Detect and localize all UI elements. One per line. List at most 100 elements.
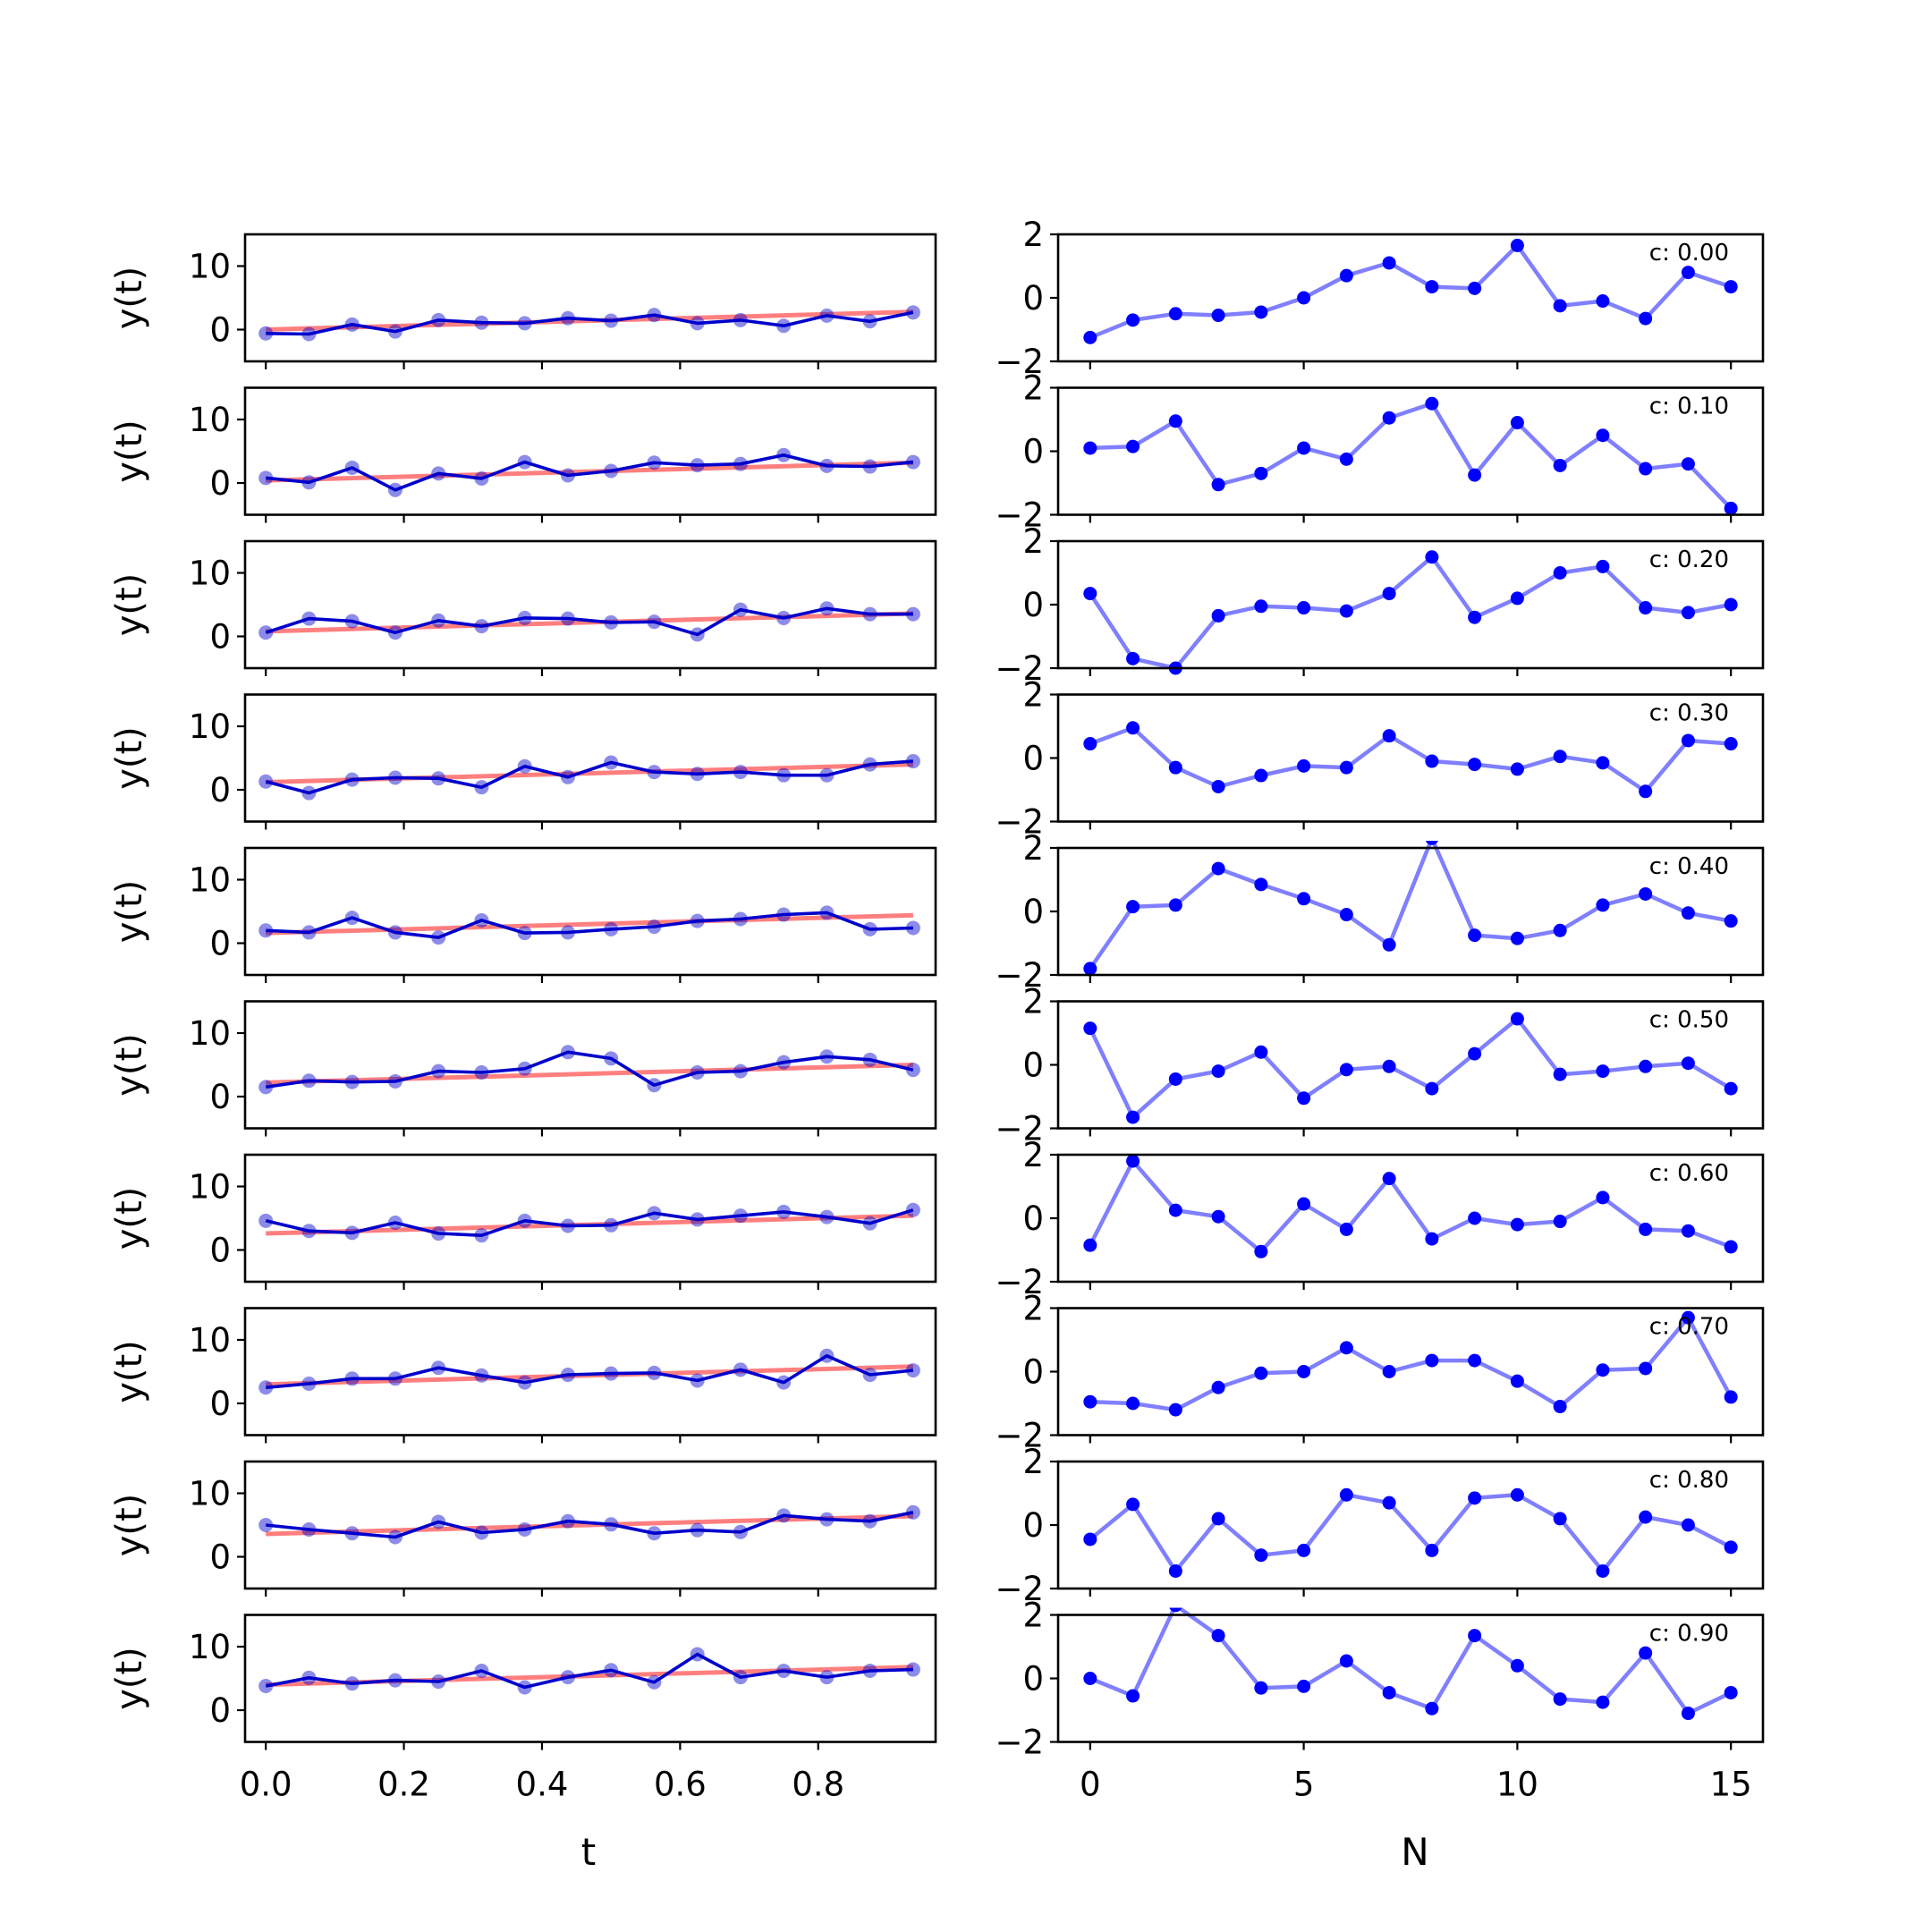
y-tick-label: 10: [189, 1014, 231, 1053]
noise-marker: [1083, 1238, 1097, 1252]
plot-background: [245, 387, 936, 515]
noise-marker: [1339, 1063, 1353, 1077]
right-subplot-4: −2 0 2 c: 0.40: [995, 829, 1765, 995]
y-tick-label: 0: [1022, 893, 1044, 931]
y-axis-label: y(t): [109, 726, 150, 790]
noise-marker: [1553, 458, 1567, 472]
noise-marker: [1339, 1341, 1353, 1355]
noise-marker: [1126, 651, 1140, 665]
noise-marker: [1425, 396, 1439, 411]
y-tick-label: 0: [209, 925, 231, 963]
noise-marker: [1425, 1081, 1439, 1096]
y-tick-label: 0: [1022, 1046, 1044, 1085]
noise-marker: [1724, 597, 1738, 612]
noise-marker: [1510, 591, 1524, 606]
noise-marker: [1211, 608, 1225, 623]
y-tick-label: 0: [1022, 1506, 1044, 1545]
y-axis-label: y(t): [109, 1647, 150, 1710]
y-tick-label: 0: [1022, 1199, 1044, 1238]
noise-marker: [1510, 1487, 1524, 1502]
observed-line: [266, 310, 914, 336]
noise-marker: [1382, 1172, 1396, 1186]
plot-background: [245, 541, 936, 668]
observed-marker: [905, 454, 920, 470]
left-subplot-1: 0 10 y(t): [109, 386, 937, 523]
noise-marker: [1425, 280, 1439, 294]
right-subplot-3: −2 0 2 c: 0.30: [995, 676, 1765, 842]
y-tick-label: −2: [995, 1110, 1044, 1148]
observed-marker: [258, 923, 274, 938]
y-tick-label: 2: [1022, 522, 1044, 561]
y-axis-label: y(t): [109, 1187, 150, 1250]
y-tick-label: 10: [189, 1628, 231, 1666]
noise-marker: [1211, 1512, 1225, 1526]
plot-frame: [243, 1307, 937, 1436]
left-subplot-6: 0 10 y(t): [109, 1153, 937, 1290]
noise-marker: [1553, 1215, 1567, 1229]
y-tick-label: 2: [1022, 1290, 1044, 1328]
noise-marker: [1297, 1365, 1311, 1378]
noise-marker: [1553, 566, 1567, 580]
noise-marker: [1168, 1402, 1182, 1417]
noise-marker: [1382, 1365, 1396, 1378]
noise-marker: [1468, 468, 1482, 482]
noise-marker: [1510, 1012, 1524, 1026]
noise-line: [1089, 243, 1732, 340]
y-tick-label: −2: [995, 803, 1044, 842]
noise-marker: [1254, 768, 1268, 783]
noise-marker: [1126, 1497, 1140, 1512]
right-subplot-2: −2 0 2 c: 0.20: [995, 522, 1765, 688]
plot-background: [1058, 234, 1763, 361]
y-tick-label: 0: [209, 1691, 231, 1730]
noise-series: [1083, 1487, 1738, 1578]
plot-frame: [243, 386, 937, 516]
noise-marker: [1382, 937, 1396, 952]
noise-marker: [1468, 1211, 1482, 1225]
observed-marker: [905, 1063, 920, 1078]
y-tick-label: 0: [1022, 586, 1044, 624]
noise-series: [1083, 841, 1738, 976]
observed-marker: [258, 470, 274, 486]
noise-marker: [1468, 1629, 1482, 1643]
noise-marker: [1211, 478, 1225, 492]
plot-background: [245, 234, 936, 361]
left-subplot-9: 0 10 0.0 0.2 0.4 0.6 0.8 y(t): [109, 1614, 937, 1804]
right-subplot-9: −2 0 2 0 5 10 15 c: 0.90: [995, 1597, 1765, 1804]
observed-marker: [258, 326, 274, 341]
observed-marker: [258, 625, 274, 640]
noise-marker: [1126, 1154, 1140, 1168]
y-tick-label: 0: [1022, 433, 1044, 471]
noise-marker: [1510, 416, 1524, 430]
noise-marker: [1468, 758, 1482, 772]
noise-marker: [1468, 1491, 1482, 1505]
y-tick-label: 2: [1022, 676, 1044, 715]
c-value-annotation: c: 0.80: [1649, 1467, 1729, 1494]
y-axis-label: y(t): [109, 573, 150, 637]
plot-background: [1058, 1155, 1763, 1282]
noise-marker: [1211, 861, 1225, 876]
y-tick-label: −2: [995, 956, 1044, 995]
plot-frame: [1056, 693, 1765, 823]
plot-background: [1058, 1614, 1763, 1742]
y-tick-label: 0: [209, 771, 231, 809]
observed-marker: [905, 305, 920, 320]
noise-marker: [1297, 758, 1311, 773]
c-value-annotation: c: 0.40: [1649, 853, 1729, 880]
noise-marker: [1510, 1374, 1524, 1388]
noise-marker: [1211, 1064, 1225, 1079]
right-subplot-5: −2 0 2 c: 0.50: [995, 983, 1765, 1148]
noise-marker: [1553, 923, 1567, 937]
noise-marker: [1724, 1685, 1738, 1699]
noise-marker: [1596, 1695, 1610, 1709]
y-tick-label: 0: [209, 1385, 231, 1423]
y-tick-label: 0: [209, 618, 231, 657]
trend-line: [266, 912, 913, 936]
y-tick-label: 0: [209, 1232, 231, 1270]
noise-marker: [1168, 898, 1182, 912]
noise-marker: [1126, 1110, 1140, 1124]
x-tick-label: 0.4: [516, 1766, 569, 1804]
noise-marker: [1126, 313, 1140, 327]
y-axis-label: y(t): [109, 880, 150, 944]
noise-marker: [1297, 601, 1311, 615]
plot-frame: [1056, 539, 1765, 670]
